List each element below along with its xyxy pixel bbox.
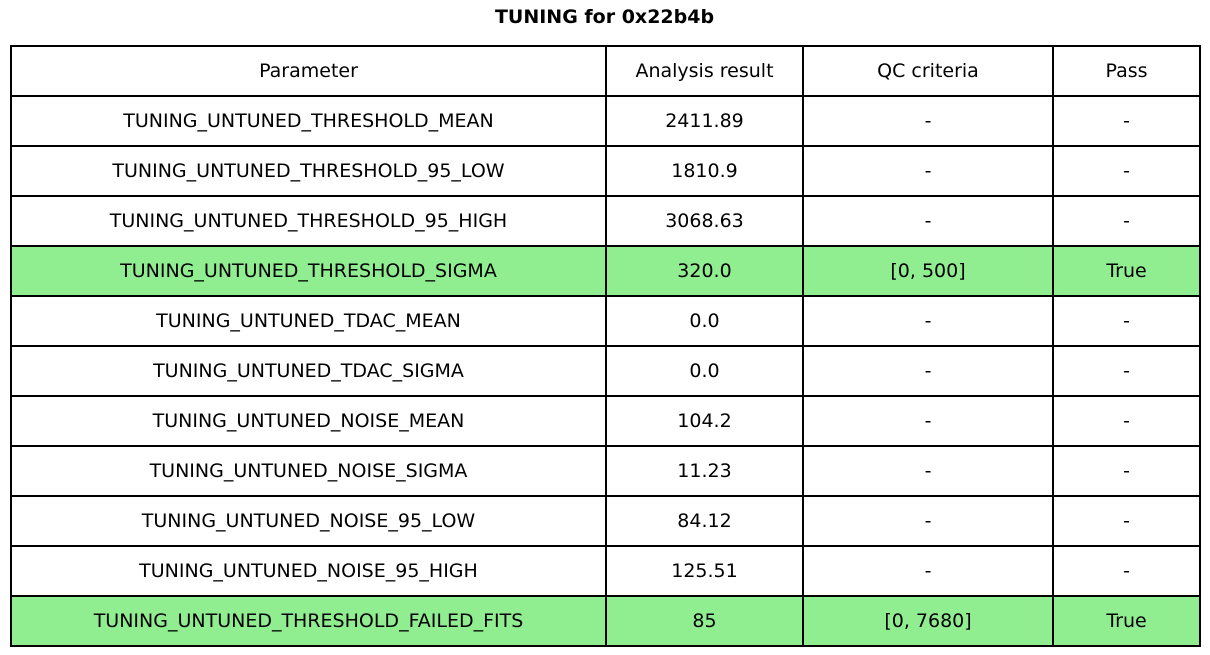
table-row: TUNING_UNTUNED_TDAC_SIGMA 0.0 - - (10, 345, 1201, 397)
qc-criteria-cell: - (802, 345, 1054, 397)
analysis-result-cell: 0.0 (605, 295, 804, 347)
param-cell: TUNING_UNTUNED_THRESHOLD_95_LOW (10, 145, 607, 197)
param-cell: TUNING_UNTUNED_THRESHOLD_FAILED_FITS (10, 595, 607, 647)
qc-criteria-cell: - (802, 195, 1054, 247)
qc-criteria-cell: - (802, 395, 1054, 447)
param-cell: TUNING_UNTUNED_NOISE_95_LOW (10, 495, 607, 547)
qc-criteria-cell: - (802, 495, 1054, 547)
param-cell: TUNING_UNTUNED_THRESHOLD_SIGMA (10, 245, 607, 297)
table-row: TUNING_UNTUNED_NOISE_MEAN 104.2 - - (10, 395, 1201, 447)
table-row: TUNING_UNTUNED_NOISE_95_LOW 84.12 - - (10, 495, 1201, 547)
table-row: TUNING_UNTUNED_NOISE_95_HIGH 125.51 - - (10, 545, 1201, 597)
param-cell: TUNING_UNTUNED_THRESHOLD_MEAN (10, 95, 607, 147)
qc-criteria-cell: [0, 500] (802, 245, 1054, 297)
pass-cell: - (1052, 495, 1201, 547)
pass-cell: - (1052, 195, 1201, 247)
qc-criteria-cell: - (802, 295, 1054, 347)
qc-criteria-cell: - (802, 445, 1054, 497)
param-cell: TUNING_UNTUNED_NOISE_SIGMA (10, 445, 607, 497)
analysis-result-cell: 3068.63 (605, 195, 804, 247)
pass-cell: - (1052, 395, 1201, 447)
pass-cell: - (1052, 345, 1201, 397)
table-header-row: Parameter Analysis result QC criteria Pa… (10, 45, 1201, 97)
analysis-result-cell: 84.12 (605, 495, 804, 547)
param-cell: TUNING_UNTUNED_NOISE_MEAN (10, 395, 607, 447)
pass-cell: - (1052, 545, 1201, 597)
param-cell: TUNING_UNTUNED_THRESHOLD_95_HIGH (10, 195, 607, 247)
column-header-parameter: Parameter (10, 45, 607, 97)
qc-criteria-cell: - (802, 545, 1054, 597)
table-row: TUNING_UNTUNED_THRESHOLD_MEAN 2411.89 - … (10, 95, 1201, 147)
qc-criteria-cell: [0, 7680] (802, 595, 1054, 647)
table-row: TUNING_UNTUNED_THRESHOLD_SIGMA 320.0 [0,… (10, 245, 1201, 297)
column-header-qc-criteria: QC criteria (802, 45, 1054, 97)
pass-cell: - (1052, 295, 1201, 347)
column-header-pass: Pass (1052, 45, 1201, 97)
analysis-result-cell: 104.2 (605, 395, 804, 447)
param-cell: TUNING_UNTUNED_TDAC_MEAN (10, 295, 607, 347)
analysis-result-cell: 125.51 (605, 545, 804, 597)
analysis-result-cell: 2411.89 (605, 95, 804, 147)
pass-cell: True (1052, 245, 1201, 297)
analysis-result-cell: 85 (605, 595, 804, 647)
pass-cell: - (1052, 445, 1201, 497)
param-cell: TUNING_UNTUNED_TDAC_SIGMA (10, 345, 607, 397)
analysis-result-cell: 11.23 (605, 445, 804, 497)
qc-criteria-cell: - (802, 95, 1054, 147)
qc-results-table: Parameter Analysis result QC criteria Pa… (10, 45, 1201, 647)
page-title: TUNING for 0x22b4b (494, 6, 715, 28)
table-row: TUNING_UNTUNED_THRESHOLD_95_LOW 1810.9 -… (10, 145, 1201, 197)
pass-cell: - (1052, 145, 1201, 197)
table-row: TUNING_UNTUNED_NOISE_SIGMA 11.23 - - (10, 445, 1201, 497)
pass-cell: - (1052, 95, 1201, 147)
analysis-result-cell: 0.0 (605, 345, 804, 397)
column-header-analysis-result: Analysis result (605, 45, 804, 97)
analysis-result-cell: 320.0 (605, 245, 804, 297)
analysis-result-cell: 1810.9 (605, 145, 804, 197)
table-row: TUNING_UNTUNED_THRESHOLD_FAILED_FITS 85 … (10, 595, 1201, 647)
table-row: TUNING_UNTUNED_THRESHOLD_95_HIGH 3068.63… (10, 195, 1201, 247)
qc-criteria-cell: - (802, 145, 1054, 197)
table-row: TUNING_UNTUNED_TDAC_MEAN 0.0 - - (10, 295, 1201, 347)
pass-cell: True (1052, 595, 1201, 647)
param-cell: TUNING_UNTUNED_NOISE_95_HIGH (10, 545, 607, 597)
